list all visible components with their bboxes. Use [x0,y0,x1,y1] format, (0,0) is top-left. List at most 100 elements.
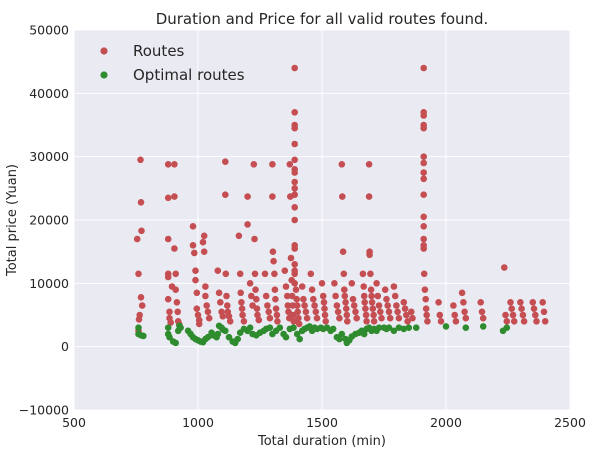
optimal-route-point [442,323,450,330]
optimal-route-point [222,327,229,335]
route-point [300,295,307,303]
route-point [291,216,299,224]
optimal-route-point [296,335,304,343]
route-point [291,109,299,116]
route-point [236,270,244,278]
route-point [269,193,276,200]
route-point [462,314,470,322]
route-point [307,270,315,278]
route-point [284,292,291,300]
route-point [361,299,369,306]
y-tick-label: 50000 [29,23,69,38]
route-point [408,308,415,316]
route-point [461,308,468,316]
route-point [199,238,207,246]
route-point [171,245,178,252]
optimal-route-point [338,330,346,338]
route-point [164,273,172,281]
route-point [172,270,179,278]
route-point [252,295,260,303]
route-point [370,318,378,325]
legend: Routes Optimal routes [100,42,245,84]
route-point [319,292,327,300]
route-point [291,280,299,287]
route-point [423,311,431,319]
route-point [374,292,382,300]
route-point [501,264,508,271]
route-point [360,292,368,300]
route-point [166,308,173,316]
route-point [269,248,277,255]
route-point [191,249,198,257]
route-point [367,270,374,278]
optimal-route-point [135,324,142,332]
route-point [294,308,302,316]
route-point [308,286,316,294]
route-point [224,302,231,309]
route-point [240,318,248,325]
x-tick-label: 500 [62,415,86,430]
route-point [362,305,369,313]
route-point [352,308,359,316]
y-tick-label: −10000 [19,403,69,418]
route-point [401,305,409,313]
route-point [285,308,292,316]
route-point [138,227,145,235]
route-point [298,283,306,290]
route-point [217,299,224,306]
route-point [420,169,428,176]
route-point [204,308,212,316]
route-point [533,318,540,325]
optimal-route-point [246,324,254,332]
route-point [262,292,270,300]
route-point [519,311,527,319]
route-point [238,299,245,306]
route-point [420,175,428,183]
route-point [460,299,467,306]
route-point [394,308,401,316]
optimal-route-point [405,324,413,332]
optimal-route-point [282,333,290,341]
route-point [293,295,301,303]
route-point [189,242,197,249]
route-point [215,289,223,297]
route-point [334,308,342,316]
route-point [385,308,393,316]
route-point [343,311,351,319]
route-point [452,318,460,325]
route-point [287,254,295,262]
route-point [312,308,320,316]
route-point [135,270,142,278]
route-point [400,299,408,306]
route-point [171,161,178,168]
route-point [295,320,303,328]
route-point [164,235,172,243]
route-point [244,193,251,200]
route-point [404,318,411,325]
route-point [292,286,300,294]
route-point [437,318,445,325]
route-point [291,140,299,148]
route-point [503,318,511,325]
route-point [339,248,347,255]
route-point [365,193,373,200]
route-point [378,314,385,322]
tick-labels: 500 1000 1500 2000 2500 −10000 0 10000 20000 3000… [19,23,586,431]
optimal-route-point [375,324,383,332]
route-point [420,213,428,221]
optimal-route-point [336,335,343,343]
route-point [226,318,234,325]
legend-label-routes: Routes [133,42,185,60]
route-point [477,299,485,306]
route-point [360,283,368,290]
data-points [133,64,549,347]
route-point [291,169,299,176]
route-point [291,124,299,132]
route-point [302,308,310,316]
route-point [271,286,279,294]
route-point [255,316,263,324]
route-point [391,292,399,300]
route-point [238,305,246,313]
x-tick-label: 2000 [430,415,462,430]
optimal-route-point [225,333,233,341]
